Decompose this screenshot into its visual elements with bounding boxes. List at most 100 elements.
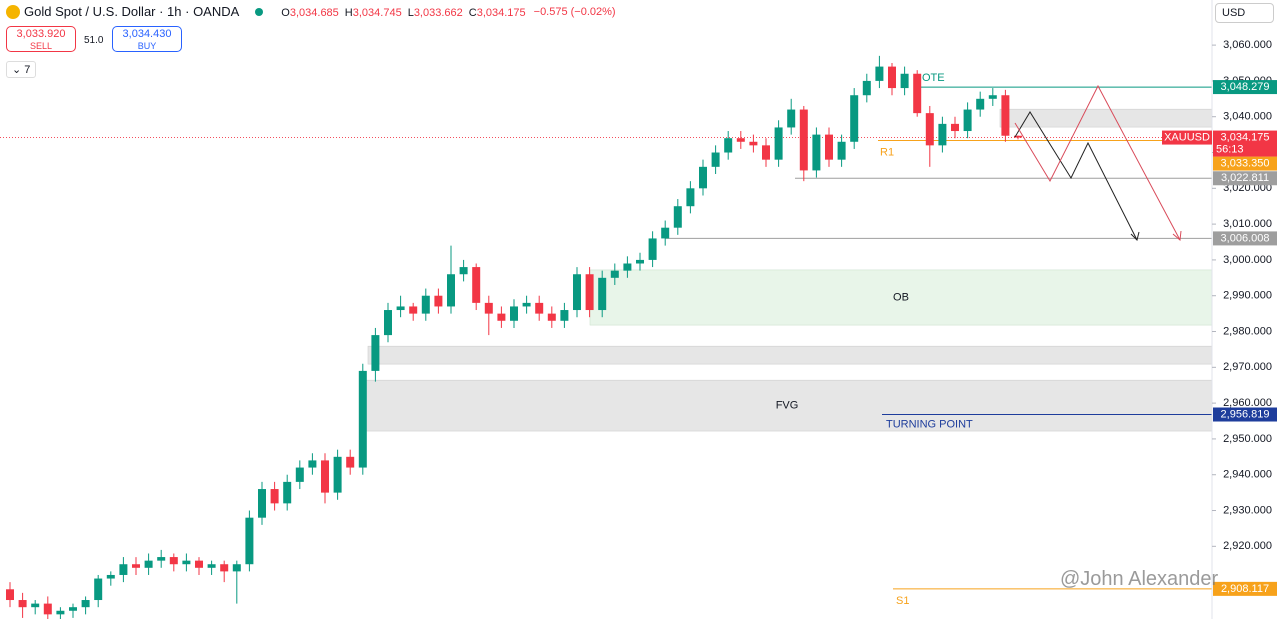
spread: 51.0: [84, 35, 104, 46]
buy-price: 3,034.430: [122, 28, 172, 40]
symbol[interactable]: Gold Spot / U.S. Dollar · 1h · OANDA: [24, 4, 240, 19]
candle-body: [736, 138, 745, 142]
indicators-toggle[interactable]: ⌄ 7: [6, 61, 37, 78]
candle-body: [472, 267, 481, 303]
price-label: 2,956.819: [1221, 408, 1270, 420]
candle-body: [547, 313, 556, 321]
y-tick-label: 2,980.000: [1223, 325, 1272, 337]
candle-body: [673, 206, 682, 228]
candle-body: [850, 95, 859, 142]
watermark: @John Alexander: [1060, 568, 1219, 590]
price-label-box: [1213, 80, 1277, 95]
zone-label: FVG: [776, 400, 799, 412]
price-label-box: [1213, 156, 1277, 171]
candle-body: [661, 227, 670, 239]
candle-body: [232, 564, 241, 572]
price-label: 2,908.117: [1221, 583, 1269, 595]
y-tick-label: 3,010.000: [1223, 218, 1272, 230]
candle-body: [762, 145, 770, 160]
sell-price: 3,033.920: [16, 28, 66, 40]
candle-body: [837, 141, 846, 160]
y-tick-label: 3,040.000: [1223, 111, 1272, 123]
y-tick-label: 3,060.000: [1223, 39, 1272, 51]
zone: [361, 379, 1213, 432]
candle-body: [900, 73, 909, 89]
y-tick-label: 2,970.000: [1223, 361, 1272, 373]
candle-body: [686, 188, 695, 207]
candle-body: [258, 489, 266, 518]
price-label: 3,006.008: [1221, 232, 1270, 244]
countdown: 56:13: [1216, 143, 1244, 155]
candle-body: [358, 370, 367, 468]
zone: [367, 345, 1213, 365]
candle-body: [132, 564, 140, 568]
price-label-box: [1213, 171, 1277, 186]
buy-button[interactable]: 3,034.430 BUY: [112, 26, 182, 52]
candle-body: [321, 460, 329, 493]
candle-body: [699, 166, 707, 189]
change: −0.575 (−0.02%): [533, 5, 616, 18]
candle-body: [434, 295, 443, 307]
ohlc-key: O: [281, 7, 290, 19]
candle-body: [308, 460, 317, 468]
arrow-head: [1172, 230, 1182, 241]
candle-body: [925, 113, 934, 146]
candle-body: [69, 607, 77, 611]
symbol-tag-label: XAUUSD: [1164, 131, 1210, 143]
candle-body: [497, 313, 506, 321]
sell-button[interactable]: 3,033.920 SELL: [6, 26, 76, 52]
price-label-box: [1213, 581, 1277, 596]
currency-select[interactable]: USD: [1215, 3, 1275, 23]
ohlc-key: H: [344, 7, 353, 19]
y-tick-label: 3,000.000: [1223, 254, 1272, 266]
candle-body: [283, 481, 292, 504]
candle-body: [384, 310, 392, 336]
candle-body: [459, 267, 468, 275]
candle-body: [799, 109, 808, 171]
y-tick-label: 2,950.000: [1223, 433, 1272, 445]
candle-body: [94, 578, 103, 601]
candle-body: [938, 123, 947, 146]
candle-body: [951, 123, 959, 132]
symbol-bar: Gold Spot / U.S. Dollar · 1h · OANDA O 3,…: [6, 4, 616, 19]
candle-body: [371, 335, 380, 371]
candle-body: [220, 564, 229, 572]
candle-body: [144, 560, 153, 568]
candle-body: [812, 134, 821, 171]
y-tick-label: 2,920.000: [1223, 540, 1272, 552]
sell-label: SELL: [29, 41, 53, 51]
candle-body: [636, 259, 644, 264]
candle-body: [484, 302, 493, 314]
candle-body: [409, 306, 418, 314]
price-label: 3,048.279: [1221, 81, 1270, 93]
candle-body: [6, 589, 14, 601]
ohlc-key: C: [468, 7, 477, 19]
candle-body: [1001, 95, 1010, 136]
candle-body: [623, 263, 632, 271]
ohlc-value: 3,034.745: [352, 7, 402, 19]
candle-body: [195, 560, 203, 568]
price-label: 3,022.811: [1221, 172, 1269, 184]
candle-body: [648, 238, 657, 260]
level-note: S1: [896, 595, 909, 607]
candle-body: [875, 66, 884, 81]
candle-body: [522, 302, 531, 307]
candle-body: [888, 66, 896, 89]
candle-body: [988, 95, 997, 99]
indicator-count: 7: [24, 64, 31, 76]
candle-body: [774, 127, 783, 160]
candle-body: [976, 98, 985, 110]
candle-body: [598, 277, 607, 311]
symbol-tag: [1162, 130, 1212, 145]
candle-body: [333, 456, 342, 493]
candle-body: [106, 574, 115, 579]
candle-body: [913, 73, 922, 114]
candle-body: [182, 560, 191, 565]
candle-body: [535, 302, 544, 314]
candle-body: [610, 270, 619, 278]
candle-body: [56, 610, 65, 615]
price-axis: [1212, 0, 1280, 619]
status-dot: [255, 7, 264, 16]
